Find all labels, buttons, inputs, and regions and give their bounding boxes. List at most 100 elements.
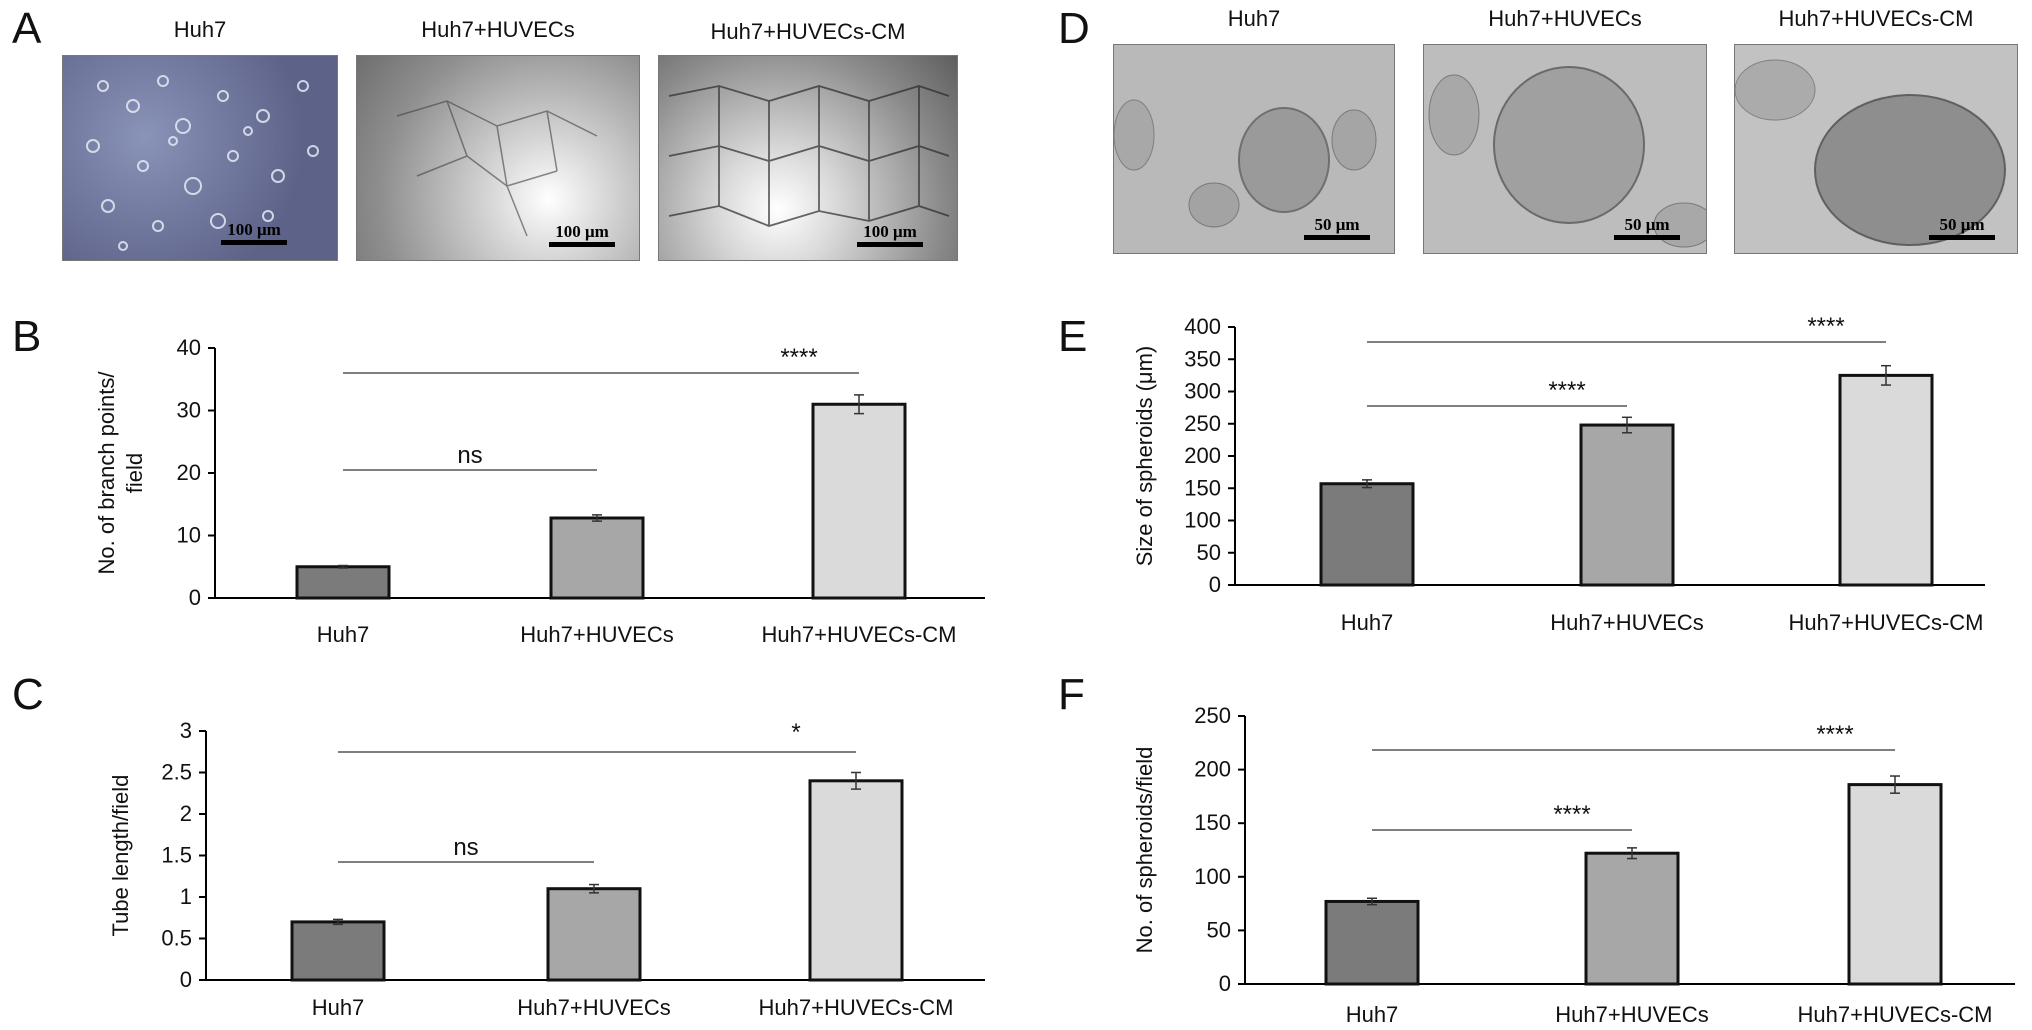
scale-bar (549, 242, 615, 247)
scale-bar-label: 100 μm (863, 222, 917, 241)
bar-1 (290, 920, 386, 982)
scale-bar-label: 50 μm (1314, 215, 1360, 234)
panel-letter-d: D (1058, 4, 1090, 53)
image-caption: Huh7+HUVECs (421, 17, 575, 42)
y-tick-label: 30 (177, 398, 201, 423)
image-caption: Huh7+HUVECs-CM (710, 19, 906, 44)
category-label: Huh7+HUVECs-CM (759, 995, 954, 1020)
scale-bar-label: 100 μm (227, 220, 281, 239)
y-tick-label: 100 (1194, 864, 1231, 889)
panel-letter-e: E (1058, 312, 1088, 361)
spheroid (1114, 99, 1377, 228)
significance-label: * (791, 719, 800, 746)
cell-clusters (86, 75, 319, 251)
chart-e: 0 50 100 150 200 250 300 350 400 Size of spheroid… (1132, 313, 1985, 635)
category-label: Huh7 (317, 622, 370, 647)
micrograph-image: 100 μm (62, 55, 338, 261)
y-tick-label: 0 (189, 585, 201, 610)
bar-1 (1324, 899, 1420, 986)
category-label: Huh7+HUVECs (1555, 1002, 1708, 1027)
y-tick-label: 0 (1219, 971, 1231, 996)
scale-bar-label: 50 μm (1624, 215, 1670, 234)
y-axis-label: field (122, 453, 147, 493)
chart-b: 0 10 20 30 40 No. of branch points/field Huh7 H… (94, 335, 985, 647)
bar-2 (1584, 851, 1680, 986)
y-tick-label: 50 (1197, 540, 1221, 565)
chart-f: 0 50 100 150 200 250 No. of spheroids/field Huh… (1132, 703, 2015, 1027)
y-tick-label: 200 (1194, 757, 1231, 782)
category-label: Huh7+HUVECs-CM (1798, 1002, 1993, 1027)
micrograph-d-huh7: Huh7 50 μm (1113, 6, 1395, 254)
image-caption: Huh7+HUVECs-CM (1778, 6, 1974, 31)
category-label: Huh7+HUVECs (520, 622, 673, 647)
scale-bar (221, 240, 287, 245)
micrograph-a-huh7: Huh7 100 μm (62, 17, 338, 261)
bar-1 (1319, 482, 1415, 587)
micrograph-d-huh7-huvecs-cm: Huh7+HUVECs-CM 50 μm (1734, 6, 2018, 254)
y-tick-label: 40 (177, 335, 201, 360)
y-tick-label: 10 (177, 523, 201, 548)
significance-label: **** (1807, 313, 1844, 340)
scale-bar (857, 242, 923, 247)
y-tick-label: 150 (1184, 475, 1221, 500)
bar-3 (811, 402, 907, 600)
y-tick-label: 0 (1209, 572, 1221, 597)
category-label: Huh7+HUVECs-CM (762, 622, 957, 647)
scale-bar (1304, 235, 1370, 240)
panel-letter-c: C (12, 670, 44, 719)
image-caption: Huh7 (1227, 6, 1281, 31)
spheroid (1735, 59, 2006, 246)
significance-label: **** (1553, 801, 1590, 828)
y-tick-label: 2.5 (161, 760, 192, 785)
scale-bar-label: 100 μm (555, 222, 609, 241)
y-tick-label: 250 (1194, 703, 1231, 728)
significance-label: **** (780, 344, 817, 371)
y-tick-label: 1 (180, 884, 192, 909)
y-tick-label: 100 (1184, 508, 1221, 533)
scale-bar-label: 50 μm (1939, 215, 1985, 234)
tube-network (396, 100, 598, 237)
micrograph-image: 100 μm (356, 55, 640, 261)
y-tick-label: 0.5 (161, 926, 192, 951)
significance-label: **** (1816, 721, 1853, 748)
bar-3 (808, 779, 904, 982)
chart-c: 0 0.5 1 1.5 2 2.5 3 Tube length/field Huh7 Huh7+H… (108, 718, 985, 1020)
y-tick-label: 250 (1184, 411, 1221, 436)
scale-bar (1614, 235, 1680, 240)
y-axis-label: No. of spheroids/field (1132, 747, 1157, 954)
bar-2 (549, 516, 645, 600)
spheroid (1428, 66, 1706, 248)
bar-2 (546, 887, 642, 982)
y-axis-label: Size of spheroids (μm) (1132, 346, 1157, 567)
panel-letter-a: A (12, 4, 42, 53)
bar-2 (1579, 423, 1675, 587)
y-tick-label: 2 (180, 801, 192, 826)
scale-bar (1929, 235, 1995, 240)
y-tick-label: 1.5 (161, 843, 192, 868)
bar-3 (1838, 373, 1934, 587)
micrograph-d-huh7-huvecs: Huh7+HUVECs 50 μm (1423, 6, 1707, 254)
y-tick-label: 3 (180, 718, 192, 743)
bar-3 (1847, 783, 1943, 986)
category-label: Huh7+HUVECs (1550, 610, 1703, 635)
y-tick-label: 350 (1184, 346, 1221, 371)
y-tick-label: 20 (177, 460, 201, 485)
micrograph-a-huh7-huvecs: Huh7+HUVECs 100 μm (356, 17, 640, 261)
category-label: Huh7 (1341, 610, 1394, 635)
micrograph-image: 100 μm (658, 55, 958, 261)
micrograph-image: 50 μm (1113, 44, 1395, 254)
category-label: Huh7 (312, 995, 365, 1020)
bar-1 (295, 565, 391, 600)
category-label: Huh7+HUVECs-CM (1789, 610, 1984, 635)
panel-letter-b: B (12, 312, 42, 361)
y-tick-label: 0 (180, 967, 192, 992)
y-tick-label: 300 (1184, 379, 1221, 404)
image-caption: Huh7 (173, 17, 227, 42)
y-tick-label: 150 (1194, 810, 1231, 835)
y-tick-label: 50 (1207, 917, 1231, 942)
y-tick-label: 400 (1184, 314, 1221, 339)
micrograph-image: 50 μm (1734, 44, 2018, 254)
micrograph-a-huh7-huvecs-cm: Huh7+HUVECs-CM 100 μm (658, 19, 958, 261)
significance-label: ns (457, 442, 482, 469)
